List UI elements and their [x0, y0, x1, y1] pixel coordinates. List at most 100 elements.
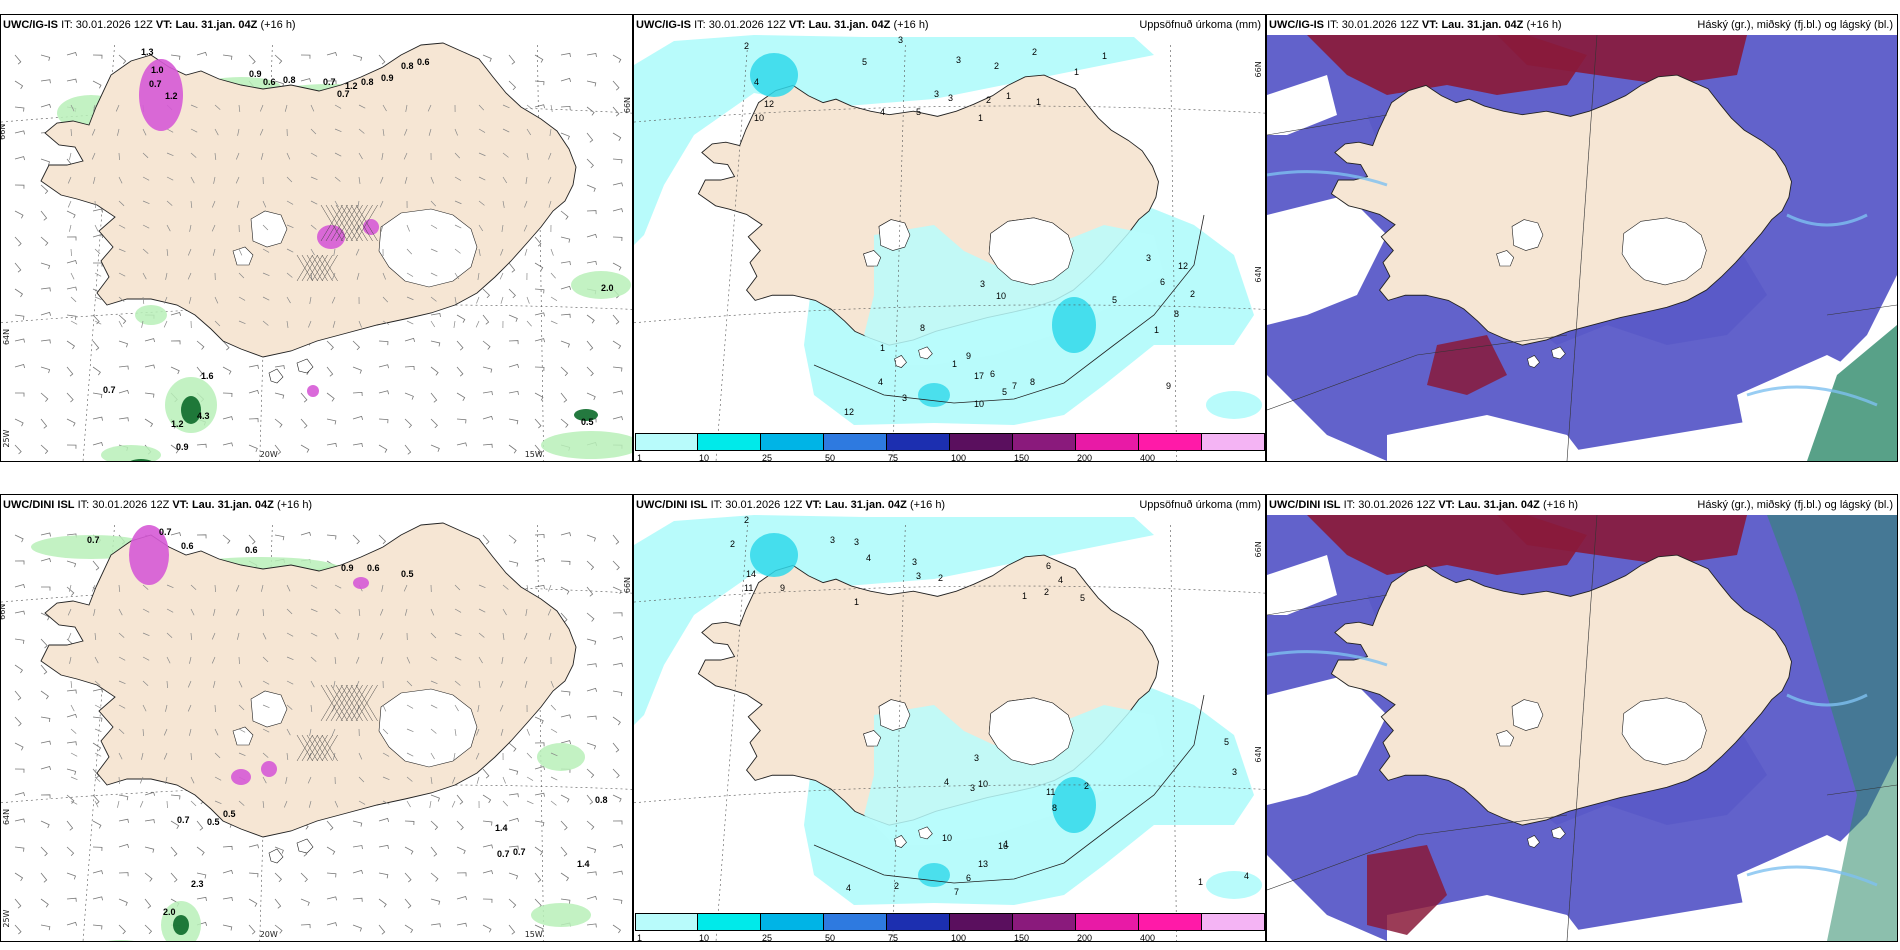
glacier: [1527, 355, 1540, 368]
snow-value-label: 1.2: [165, 91, 178, 101]
colorbar-label: 400: [1140, 453, 1156, 462]
snow-value-label: 1.6: [201, 371, 214, 381]
precip-value-label: 3: [1232, 767, 1237, 777]
lat-label: 64N: [1254, 266, 1263, 282]
precip-value-label: 5: [1112, 295, 1117, 305]
lat-label: 64N: [1254, 746, 1263, 762]
colorbar-swatch: 10: [698, 433, 761, 461]
precip-value-label: 8: [1052, 803, 1057, 813]
glacier: [268, 848, 284, 864]
precip-value-label: 1: [1036, 97, 1041, 107]
colorbar-swatch: 75: [887, 913, 950, 941]
snow-value-label: 4.3: [197, 411, 210, 421]
precip-value-label: 5: [1080, 593, 1085, 603]
colorbar-label: 150: [1014, 453, 1030, 462]
precip-value-label: 2: [744, 41, 749, 51]
snow-value-label: 0.7: [323, 77, 336, 87]
snow-value-label: 0.5: [401, 569, 414, 579]
snow-value-label: 0.5: [581, 417, 594, 427]
lon-label: 15W: [525, 930, 543, 939]
colorbar-label: 200: [1077, 933, 1093, 942]
glacier: [378, 688, 478, 768]
precip-value-label: 5: [916, 107, 921, 117]
precip-value-label: 3: [902, 393, 907, 403]
snow-value-label: 0.7: [149, 79, 162, 89]
glacier: [1551, 346, 1566, 360]
precip-value-label: 3: [956, 55, 961, 65]
precip-value-label: 3: [948, 93, 953, 103]
precip-value-label: 2: [986, 95, 991, 105]
precip-value-label: 14: [746, 569, 756, 579]
colorbar-swatch: 200: [1076, 913, 1139, 941]
colorbar-label: 400: [1140, 933, 1156, 942]
precip-value-label: 1: [1074, 67, 1079, 77]
precip-value-label: 2: [744, 515, 749, 525]
precip-value-label: 4: [866, 553, 871, 563]
snow-value-label: 2.3: [191, 879, 204, 889]
precip-value-label: 6: [1160, 277, 1165, 287]
snow-value-label: 1.2: [171, 419, 184, 429]
panel-title: UWC/DINI ISL IT: 30.01.2026 12Z VT: Lau.…: [3, 499, 313, 511]
panel-wind-top: UWC/IG-IS IT: 30.01.2026 12Z VT: Lau. 31…: [0, 14, 633, 462]
precip-value-label: 4: [878, 377, 883, 387]
lat-label: 66N: [1, 604, 7, 620]
precip-value-label: 5: [1224, 737, 1229, 747]
snow-value-label: 1.4: [577, 859, 590, 869]
colorbar-swatch: [1202, 433, 1265, 451]
precip-value-label: 11: [1046, 787, 1055, 797]
snow-value-label: 0.8: [401, 61, 414, 71]
precip-value-label: 4: [880, 107, 885, 117]
precip-value-label: 2: [1084, 781, 1089, 791]
glacier: [1527, 835, 1540, 848]
precip-value-label: 1: [1006, 91, 1011, 101]
colorbar-swatch: 400: [1139, 433, 1202, 461]
precip-value-label: 2: [894, 881, 899, 891]
heavy-snow-shading: [129, 525, 369, 785]
precip-value-label: 2: [1190, 289, 1195, 299]
colorbar-swatch: [1202, 913, 1265, 931]
precip-value-label: 12: [764, 99, 774, 109]
precip-value-label: 4: [944, 777, 949, 787]
cloud-map: [1267, 15, 1897, 461]
colorbar-swatch: 200: [1076, 433, 1139, 461]
colorbar-swatch: 150: [1013, 433, 1076, 461]
lon-label: 25W: [2, 429, 11, 447]
panel-title: UWC/IG-IS IT: 30.01.2026 12Z VT: Lau. 31…: [636, 19, 929, 31]
snow-value-label: 0.9: [381, 73, 394, 83]
snow-value-label: 0.6: [245, 545, 258, 555]
lat-label: 66N: [1, 124, 7, 140]
lat-label: 64N: [2, 329, 11, 345]
glacier: [1621, 697, 1707, 766]
precip-colorbar: 1 10 25 50 75 100 150 200 400: [635, 913, 1265, 941]
snow-value-label: 0.5: [223, 809, 236, 819]
glacier: [1551, 826, 1566, 840]
glacier: [296, 838, 314, 854]
glacier: [296, 358, 314, 374]
precip-value-label: 3: [830, 535, 835, 545]
precip-value-label: 1: [952, 359, 957, 369]
snow-value-label: 0.6: [181, 541, 194, 551]
precip-value-label: 4: [846, 883, 851, 893]
precip-value-label: 1: [854, 597, 859, 607]
snow-value-label: 0.8: [361, 77, 374, 87]
snow-value-label: 0.9: [341, 563, 354, 573]
colorbar-label: 25: [762, 453, 773, 462]
colorbar-label: 75: [888, 933, 899, 942]
lat-label: 66N: [1254, 541, 1263, 557]
precip-value-label: 4: [1244, 871, 1249, 881]
precip-title: Uppsöfnuð úrkoma (mm): [1139, 19, 1261, 31]
snow-value-label: 0.7: [497, 849, 510, 859]
precip-title: Uppsöfnuð úrkoma (mm): [1139, 499, 1261, 511]
snow-value-label: 2.0: [163, 907, 176, 917]
colorbar-swatch: 75: [887, 433, 950, 461]
colorbar-label: 1: [637, 933, 643, 942]
precip-value-label: 4: [754, 77, 759, 87]
snow-value-label: 0.8: [595, 795, 608, 805]
panel-clouds-top: UWC/IG-IS IT: 30.01.2026 12Z VT: Lau. 31…: [1266, 14, 1898, 462]
precip-value-label: 10: [996, 291, 1006, 301]
snow-value-label: 0.6: [263, 77, 276, 87]
snow-value-label: 0.5: [207, 817, 220, 827]
snow-value-label: 1.2: [345, 81, 358, 91]
precip-value-label: 11: [744, 583, 753, 593]
